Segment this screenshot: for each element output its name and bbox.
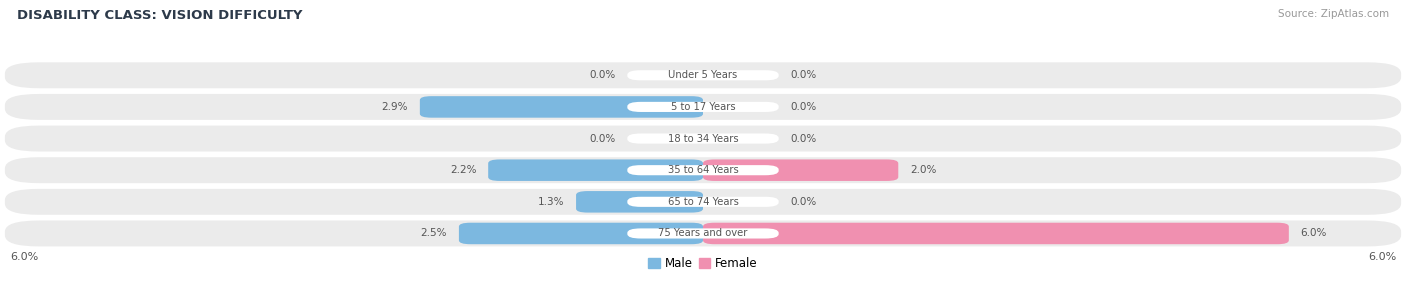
FancyBboxPatch shape xyxy=(703,223,1289,244)
Text: 0.0%: 0.0% xyxy=(589,133,616,143)
Text: 6.0%: 6.0% xyxy=(1368,252,1396,262)
FancyBboxPatch shape xyxy=(4,94,1402,120)
Text: 2.5%: 2.5% xyxy=(420,229,447,238)
FancyBboxPatch shape xyxy=(703,159,898,181)
Text: 18 to 34 Years: 18 to 34 Years xyxy=(668,133,738,143)
Text: 0.0%: 0.0% xyxy=(790,102,817,112)
Text: 1.3%: 1.3% xyxy=(538,197,564,207)
FancyBboxPatch shape xyxy=(627,228,779,239)
FancyBboxPatch shape xyxy=(4,220,1402,247)
Text: 0.0%: 0.0% xyxy=(790,133,817,143)
FancyBboxPatch shape xyxy=(627,165,779,175)
FancyBboxPatch shape xyxy=(488,159,703,181)
Legend: Male, Female: Male, Female xyxy=(644,252,762,275)
FancyBboxPatch shape xyxy=(4,62,1402,88)
FancyBboxPatch shape xyxy=(458,223,703,244)
FancyBboxPatch shape xyxy=(4,189,1402,215)
FancyBboxPatch shape xyxy=(627,102,779,112)
Text: 2.0%: 2.0% xyxy=(910,165,936,175)
FancyBboxPatch shape xyxy=(4,126,1402,151)
Text: 65 to 74 Years: 65 to 74 Years xyxy=(668,197,738,207)
Text: 0.0%: 0.0% xyxy=(589,70,616,80)
Text: 0.0%: 0.0% xyxy=(790,70,817,80)
Text: 35 to 64 Years: 35 to 64 Years xyxy=(668,165,738,175)
Text: 75 Years and over: 75 Years and over xyxy=(658,229,748,238)
Text: 2.9%: 2.9% xyxy=(381,102,408,112)
Text: DISABILITY CLASS: VISION DIFFICULTY: DISABILITY CLASS: VISION DIFFICULTY xyxy=(17,9,302,22)
FancyBboxPatch shape xyxy=(627,197,779,207)
FancyBboxPatch shape xyxy=(627,133,779,143)
Text: 2.2%: 2.2% xyxy=(450,165,477,175)
Text: Source: ZipAtlas.com: Source: ZipAtlas.com xyxy=(1278,9,1389,19)
Text: 6.0%: 6.0% xyxy=(1301,229,1327,238)
FancyBboxPatch shape xyxy=(420,96,703,118)
Text: 0.0%: 0.0% xyxy=(790,197,817,207)
Text: 6.0%: 6.0% xyxy=(10,252,38,262)
Text: 5 to 17 Years: 5 to 17 Years xyxy=(671,102,735,112)
Text: Under 5 Years: Under 5 Years xyxy=(668,70,738,80)
FancyBboxPatch shape xyxy=(4,157,1402,183)
FancyBboxPatch shape xyxy=(627,70,779,80)
FancyBboxPatch shape xyxy=(576,191,703,212)
